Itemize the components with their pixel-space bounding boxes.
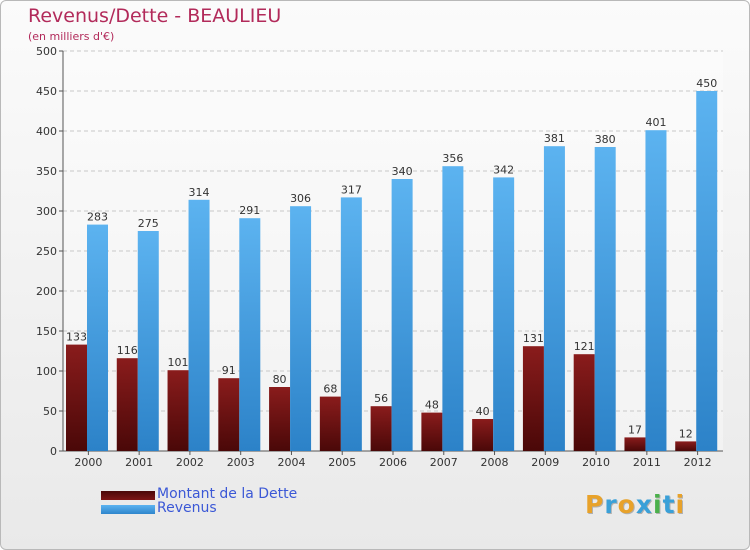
bar-revenus-2002 [188,199,210,451]
y-tick-label-250: 250 [36,245,57,258]
bar-revenus-2012 [696,91,718,451]
data-label-dette-2011: 17 [628,423,642,436]
data-label-dette-2007: 48 [425,399,439,412]
x-tick-label-2005: 2005 [328,456,356,469]
data-label-revenus-2000: 283 [87,211,108,224]
x-tick-label-2000: 2000 [74,456,102,469]
y-tick-label-150: 150 [36,325,57,338]
bar-dette-2004 [269,387,291,451]
x-tick-label-2003: 2003 [227,456,255,469]
bar-dette-2009 [522,346,544,451]
bar-dette-2005 [319,396,341,451]
y-tick-label-0: 0 [50,445,57,458]
bar-revenus-2011 [645,130,667,451]
legend-label-revenus: Revenus [157,500,217,516]
y-tick-label-200: 200 [36,285,57,298]
bar-dette-2000 [66,344,87,451]
bar-revenus-2004 [290,206,312,451]
y-tick-label-50: 50 [43,405,57,418]
bar-revenus-2001 [137,231,159,451]
data-label-revenus-2008: 342 [493,163,514,176]
bar-revenus-2010 [594,147,616,451]
data-label-revenus-2009: 381 [544,132,565,145]
x-tick-label-2004: 2004 [277,456,305,469]
data-label-revenus-2007: 356 [442,152,463,165]
x-tick-label-2008: 2008 [481,456,509,469]
bar-dette-2008 [472,419,494,451]
data-label-dette-2003: 91 [222,364,236,377]
data-label-dette-2002: 101 [168,356,189,369]
y-tick-label-300: 300 [36,205,57,218]
data-label-dette-2005: 68 [323,383,337,396]
y-tick-label-500: 500 [36,45,57,58]
x-tick-label-2009: 2009 [531,456,559,469]
data-label-revenus-2010: 380 [595,133,616,146]
x-tick-label-2001: 2001 [125,456,153,469]
bar-dette-2003 [218,378,240,451]
data-label-revenus-2012: 450 [696,77,717,90]
data-label-dette-2006: 56 [374,392,388,405]
data-label-dette-2009: 131 [523,332,544,345]
data-label-revenus-2001: 275 [138,217,159,230]
chart-title: Revenus/Dette - BEAULIEU [28,5,282,27]
bar-revenus-2007 [442,166,464,451]
x-tick-label-2012: 2012 [684,456,712,469]
data-label-dette-2000: 133 [66,331,87,344]
data-label-revenus-2006: 340 [392,165,413,178]
bar-dette-2001 [116,358,138,451]
x-tick-label-2002: 2002 [176,456,204,469]
legend-swatch-dette [101,491,155,500]
bar-revenus-2005 [340,197,362,451]
legend-swatch-revenus [101,505,155,514]
proxiti-logo: Proxiti [585,490,686,519]
bar-dette-2011 [624,437,646,451]
y-tick-label-400: 400 [36,125,57,138]
y-tick-label-350: 350 [36,165,57,178]
bar-dette-2007 [421,412,443,451]
data-label-revenus-2003: 291 [239,204,260,217]
data-label-dette-2001: 116 [117,344,138,357]
bar-revenus-2003 [239,218,261,451]
data-label-dette-2012: 12 [679,427,693,440]
bar-revenus-2008 [493,177,515,451]
x-tick-label-2006: 2006 [379,456,407,469]
bar-dette-2006 [370,406,392,451]
data-label-dette-2008: 40 [476,405,490,418]
bar-revenus-2006 [391,179,413,451]
bar-revenus-2009 [543,146,565,451]
data-label-revenus-2005: 317 [341,183,362,196]
legend-label-dette: Montant de la Dette [157,486,298,502]
bar-dette-2012 [675,441,697,451]
x-tick-label-2007: 2007 [430,456,458,469]
data-label-dette-2004: 80 [273,373,287,386]
chart-subtitle: (en milliers d'€) [28,30,115,43]
data-label-dette-2010: 121 [574,340,595,353]
bar-dette-2010 [573,354,595,451]
bar-dette-2002 [167,370,189,451]
x-tick-label-2011: 2011 [633,456,661,469]
y-tick-label-450: 450 [36,85,57,98]
bar-revenus-2000 [87,224,108,451]
data-label-revenus-2002: 314 [189,186,210,199]
x-tick-label-2010: 2010 [582,456,610,469]
data-label-revenus-2004: 306 [290,192,311,205]
data-label-revenus-2011: 401 [645,116,666,129]
y-tick-label-100: 100 [36,365,57,378]
